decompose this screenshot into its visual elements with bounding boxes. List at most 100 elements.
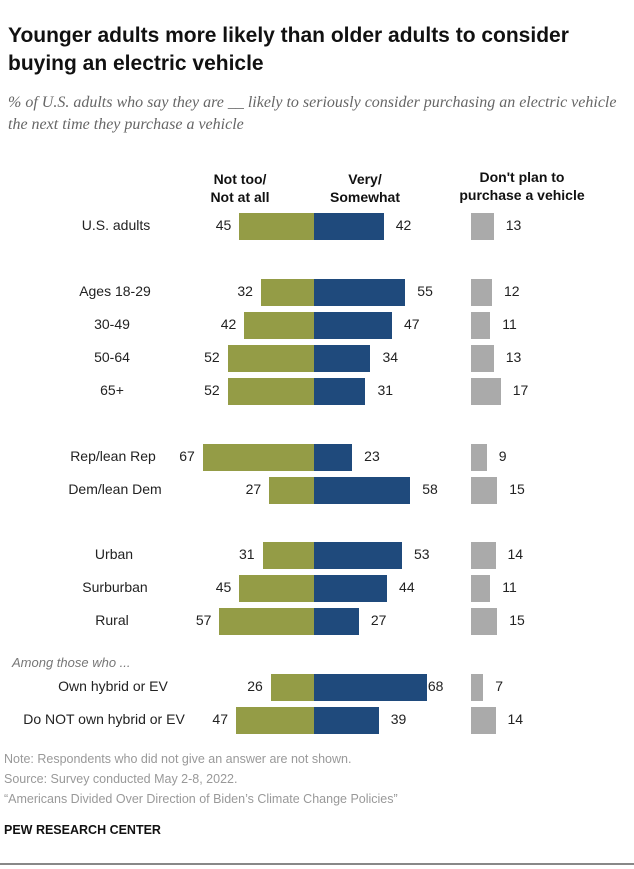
header-likely-line2: Somewhat bbox=[329, 189, 400, 205]
header-not-likely-line2: Not at all bbox=[210, 189, 270, 205]
bar-likely bbox=[314, 706, 379, 734]
bar-no-plan bbox=[471, 673, 484, 701]
category-label: Own hybrid or EV bbox=[58, 678, 168, 694]
category-label: Do NOT own hybrid or EV bbox=[23, 711, 185, 727]
value-no-plan: 11 bbox=[502, 316, 517, 332]
value-not-likely: 47 bbox=[212, 711, 228, 727]
bar-likely bbox=[314, 212, 384, 240]
value-likely: 34 bbox=[382, 349, 399, 365]
value-no-plan: 13 bbox=[505, 349, 522, 365]
category-label: Surburban bbox=[82, 579, 148, 595]
bar-likely bbox=[314, 377, 366, 405]
bar-not-likely bbox=[244, 311, 314, 339]
value-likely: 39 bbox=[390, 711, 407, 727]
category-label: Rural bbox=[95, 612, 129, 628]
value-no-plan: 14 bbox=[507, 546, 524, 562]
header-no-plan-line1: Don't plan to bbox=[479, 169, 565, 185]
value-no-plan: 15 bbox=[509, 612, 525, 628]
chart-subtitle: % of U.S. adults who say they are __ lik… bbox=[8, 94, 617, 133]
bar-no-plan bbox=[471, 212, 494, 240]
value-likely: 31 bbox=[377, 382, 394, 398]
brand: PEW RESEARCH CENTER bbox=[4, 823, 161, 837]
value-no-plan: 11 bbox=[502, 579, 517, 595]
category-label: Dem/lean Dem bbox=[68, 481, 162, 497]
value-no-plan: 15 bbox=[509, 481, 525, 497]
value-likely: 23 bbox=[364, 448, 380, 464]
bar-not-likely bbox=[262, 541, 314, 569]
value-no-plan: 13 bbox=[505, 217, 522, 233]
bar-no-plan bbox=[471, 443, 487, 471]
category-label: Urban bbox=[94, 546, 134, 562]
bar-likely bbox=[314, 476, 411, 504]
bar-no-plan bbox=[471, 344, 494, 372]
chart-title: Younger adults more likely than older ad… bbox=[8, 24, 569, 75]
bar-no-plan bbox=[471, 377, 501, 405]
bar-likely bbox=[314, 541, 402, 569]
bar-not-likely bbox=[235, 706, 314, 734]
bar-no-plan bbox=[471, 574, 491, 602]
value-likely: 53 bbox=[413, 546, 430, 562]
value-no-plan: 7 bbox=[495, 678, 504, 694]
value-not-likely: 31 bbox=[238, 546, 255, 562]
value-not-likely: 27 bbox=[245, 481, 262, 497]
category-label: 65+ bbox=[100, 382, 124, 398]
bar-likely bbox=[314, 574, 388, 602]
category-label: Ages 18-29 bbox=[79, 283, 151, 299]
bar-not-likely bbox=[219, 607, 314, 635]
header-no-plan: Don't plan to purchase a vehicle bbox=[442, 168, 602, 204]
bar-likely bbox=[314, 443, 353, 471]
value-not-likely: 26 bbox=[247, 678, 263, 694]
bar-not-likely bbox=[239, 212, 314, 240]
category-label: Rep/lean Rep bbox=[70, 448, 156, 464]
value-not-likely: 45 bbox=[215, 217, 232, 233]
value-not-likely: 57 bbox=[195, 612, 212, 628]
bar-likely bbox=[314, 607, 359, 635]
bar-likely bbox=[314, 673, 427, 701]
bar-not-likely bbox=[260, 278, 314, 306]
header-not-likely: Not too/ Not at all bbox=[190, 170, 290, 206]
bar-not-likely bbox=[269, 476, 314, 504]
source: Source: Survey conducted May 2-8, 2022. bbox=[4, 772, 238, 786]
bar-not-likely bbox=[227, 344, 314, 372]
value-no-plan: 12 bbox=[504, 283, 520, 299]
value-no-plan: 14 bbox=[507, 711, 524, 727]
value-likely: 55 bbox=[417, 283, 433, 299]
value-likely: 42 bbox=[395, 217, 412, 233]
value-not-likely: 67 bbox=[179, 448, 195, 464]
value-not-likely: 42 bbox=[220, 316, 237, 332]
category-label: 50-64 bbox=[94, 349, 130, 365]
value-no-plan: 17 bbox=[512, 382, 529, 398]
bar-likely bbox=[314, 344, 371, 372]
category-label: 30-49 bbox=[94, 316, 130, 332]
header-no-plan-line2: purchase a vehicle bbox=[459, 187, 585, 203]
bar-no-plan bbox=[471, 706, 496, 734]
bar-no-plan bbox=[471, 278, 492, 306]
header-not-likely-line1: Not too/ bbox=[213, 171, 267, 187]
bar-no-plan bbox=[471, 607, 498, 635]
bar-no-plan bbox=[471, 311, 491, 339]
bar-not-likely bbox=[202, 443, 314, 471]
bar-likely bbox=[314, 278, 406, 306]
value-likely: 27 bbox=[370, 612, 387, 628]
bar-not-likely bbox=[227, 377, 314, 405]
value-not-likely: 52 bbox=[204, 382, 220, 398]
bar-not-likely bbox=[270, 673, 314, 701]
value-not-likely: 52 bbox=[204, 349, 220, 365]
bar-not-likely bbox=[239, 574, 314, 602]
value-not-likely: 32 bbox=[237, 283, 253, 299]
value-no-plan: 9 bbox=[498, 448, 507, 464]
value-likely: 44 bbox=[399, 579, 415, 595]
category-label: U.S. adults bbox=[81, 217, 151, 233]
value-likely: 58 bbox=[422, 481, 438, 497]
value-likely: 68 bbox=[427, 678, 444, 694]
group-note: Among those who ... bbox=[12, 655, 131, 670]
header-likely-line1: Very/ bbox=[348, 171, 382, 187]
value-not-likely: 45 bbox=[215, 579, 232, 595]
header-likely: Very/ Somewhat bbox=[315, 170, 415, 206]
footnote: Note: Respondents who did not give an an… bbox=[4, 752, 352, 766]
report-title: “Americans Divided Over Direction of Bid… bbox=[4, 792, 398, 806]
bar-no-plan bbox=[471, 476, 498, 504]
bar-no-plan bbox=[471, 541, 496, 569]
value-likely: 47 bbox=[404, 316, 420, 332]
